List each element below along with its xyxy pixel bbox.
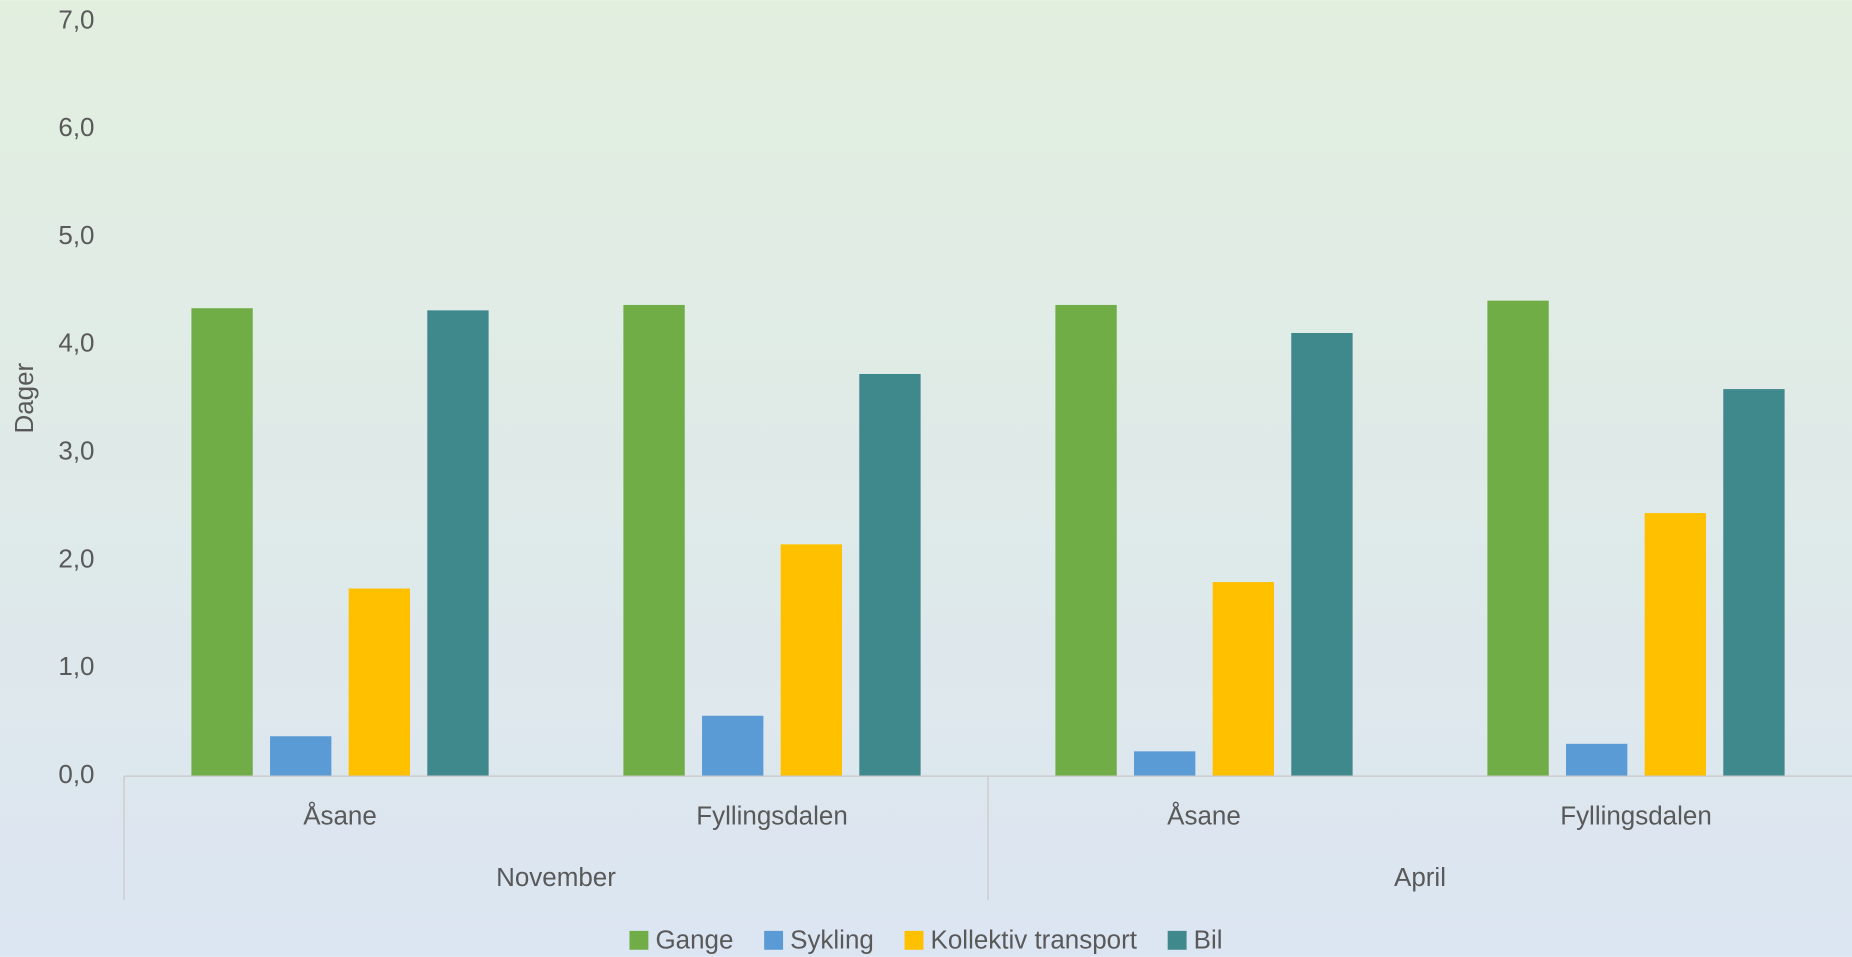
- legend-label: Bil: [1194, 924, 1223, 954]
- y-tick-label: 3,0: [58, 436, 94, 466]
- bar: [1644, 513, 1706, 777]
- legend-label: Kollektiv transport: [931, 924, 1138, 954]
- y-tick-label: 0,0: [58, 759, 94, 789]
- bar: [623, 304, 685, 777]
- bar: [1487, 300, 1549, 777]
- bar: [1291, 333, 1353, 777]
- bar: [1134, 751, 1196, 777]
- bar: [270, 736, 332, 777]
- x-tick-label: Åsane: [1167, 800, 1241, 830]
- bar: [348, 588, 410, 777]
- y-tick-label: 1,0: [58, 651, 94, 681]
- bar: [1566, 743, 1628, 777]
- bar: [1723, 389, 1785, 777]
- x-tick-label: Fyllingsdalen: [696, 800, 848, 830]
- y-tick-label: 6,0: [58, 112, 94, 142]
- bar: [702, 715, 764, 777]
- legend-label: Gange: [655, 924, 733, 954]
- bar: [191, 308, 253, 777]
- legend-swatch: [629, 930, 649, 950]
- bar: [427, 310, 489, 777]
- legend-swatch: [904, 930, 924, 950]
- y-tick-label: 5,0: [58, 220, 94, 250]
- y-tick-label: 4,0: [58, 328, 94, 358]
- legend-swatch: [764, 930, 784, 950]
- bar: [859, 373, 921, 777]
- y-tick-label: 7,0: [58, 4, 94, 34]
- group-label: November: [496, 862, 616, 892]
- bar: [780, 544, 842, 777]
- legend-swatch: [1167, 930, 1187, 950]
- x-tick-label: Fyllingsdalen: [1560, 800, 1712, 830]
- legend-label: Sykling: [790, 924, 874, 954]
- x-tick-label: Åsane: [303, 800, 377, 830]
- y-axis-label: Dager: [9, 362, 39, 433]
- y-tick-label: 2,0: [58, 543, 94, 573]
- group-label: April: [1394, 862, 1446, 892]
- bar: [1055, 304, 1117, 777]
- bar: [1212, 582, 1274, 777]
